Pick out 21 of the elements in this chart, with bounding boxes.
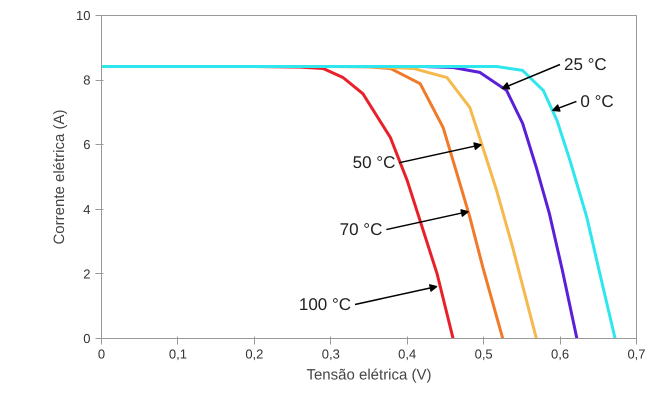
y-tick-label: 2 (83, 266, 91, 282)
annotation: 100 °C (298, 294, 352, 314)
x-tick-label: 0,6 (551, 346, 570, 362)
annotation: 25 °C (564, 55, 607, 74)
x-tick-label: 0,4 (398, 346, 416, 362)
x-tick-label: 0,7 (627, 346, 646, 362)
y-tick-label: 10 (76, 8, 91, 23)
x-tick-label: 0,2 (245, 346, 264, 362)
y-tick-label: 6 (83, 137, 91, 152)
x-tick-label: 0 (98, 346, 106, 362)
y-tick-label: 0 (83, 331, 91, 346)
x-tick-label: 0,1 (168, 346, 187, 362)
y-tick-label: 8 (83, 72, 91, 88)
annotation: 0 °C (580, 92, 614, 111)
y-tick-label: 4 (83, 202, 91, 217)
annotation: 70 °C (340, 220, 382, 240)
y-axis-title: Corrente elétrica (A) (51, 109, 68, 245)
annotation: 50 °C (352, 153, 396, 172)
x-tick-label: 0,3 (322, 346, 340, 362)
x-tick-label: 0,5 (474, 346, 493, 362)
x-axis-title: Tensão elétrica (V) (306, 366, 432, 384)
